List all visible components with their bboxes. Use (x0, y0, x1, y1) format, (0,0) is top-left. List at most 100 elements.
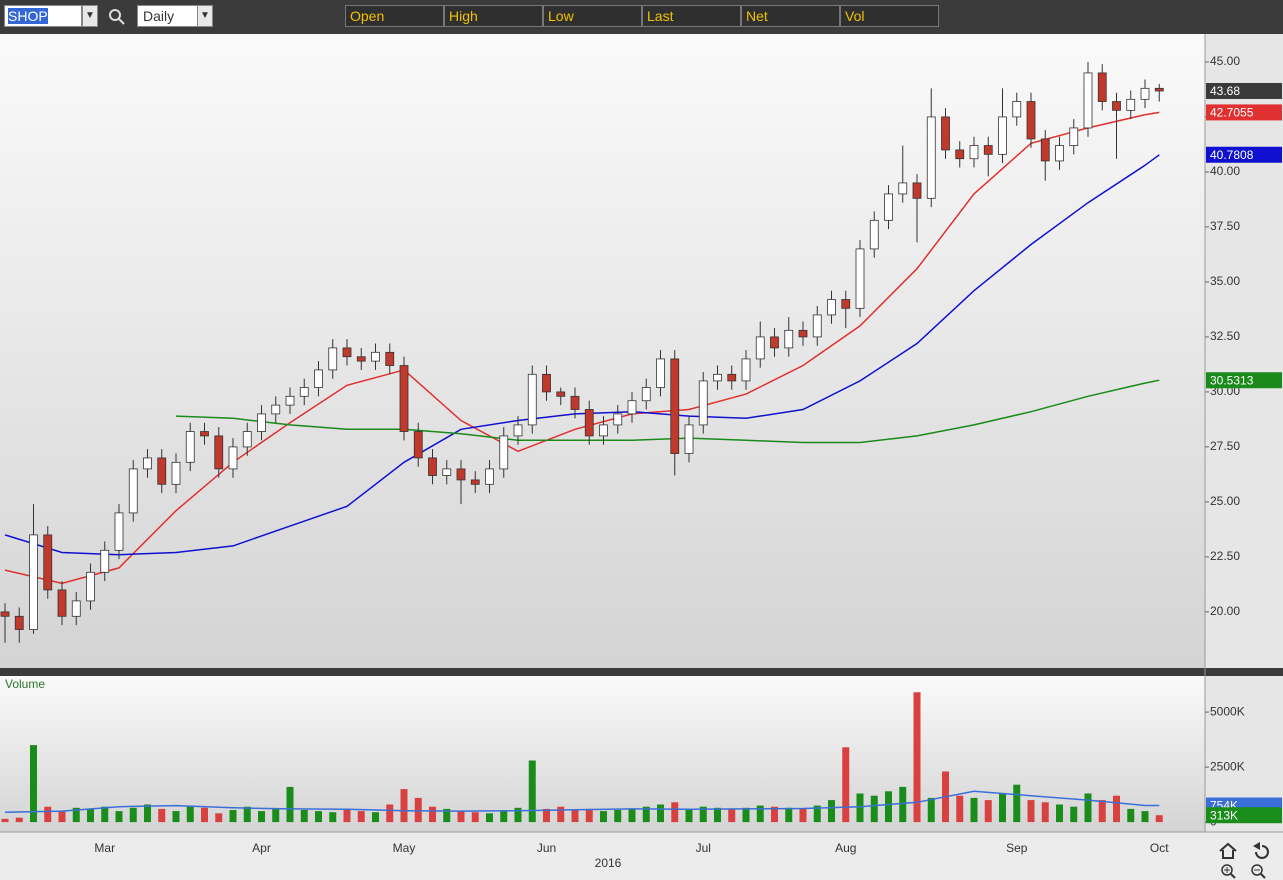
volume-bar (243, 806, 251, 823)
volume-bar (1056, 804, 1063, 823)
volume-bar (15, 817, 23, 823)
candle-body (798, 329, 808, 338)
candle-body (385, 351, 395, 366)
volume-bar (1113, 795, 1120, 823)
zoom-out-icon[interactable] (1251, 864, 1266, 879)
volume-bar (400, 789, 408, 823)
y-tick-label: 35.00 (1210, 274, 1240, 288)
search-icon[interactable] (108, 8, 126, 26)
candle-body (855, 248, 865, 309)
candle-body (1126, 98, 1136, 111)
volume-bar (927, 797, 935, 823)
volume-bar (30, 745, 37, 823)
quote-field: Low (543, 5, 642, 27)
volume-bar (785, 807, 793, 823)
moving-average (4, 154, 1160, 556)
y-tick-label: 2500K (1210, 759, 1245, 773)
candle-body (656, 358, 665, 388)
volume-bar (1041, 802, 1049, 823)
volume-bar (386, 804, 394, 823)
candle-body (342, 347, 352, 358)
candle-body (627, 400, 637, 415)
price-tag (1206, 372, 1282, 389)
candle-body (185, 431, 195, 463)
volume-bar (144, 804, 151, 823)
volume-bar (999, 793, 1006, 823)
x-tick-label: Jul (696, 841, 711, 855)
volume-bar (899, 786, 907, 823)
volume-bar (557, 806, 565, 823)
candle-body (371, 351, 380, 362)
symbol-input[interactable]: SHOP (4, 5, 82, 27)
candle-body (128, 468, 138, 514)
candle-body (1069, 127, 1079, 146)
panel-divider (0, 668, 1283, 676)
candle-body (143, 457, 152, 470)
candle-body (641, 387, 651, 402)
home-icon[interactable] (1219, 842, 1237, 859)
candle-body (584, 409, 594, 437)
symbol-dropdown[interactable]: ▼ (82, 5, 98, 27)
volume-bar (1127, 808, 1135, 823)
toolbar: SHOP ▼ Daily ▼ Open High Low Last Net Vol (0, 0, 1283, 34)
y-tick-label: 32.50 (1210, 329, 1240, 343)
candle-body (527, 373, 537, 426)
price-tag (1206, 146, 1282, 163)
candle-body (1026, 101, 1036, 140)
price-tag (1206, 82, 1282, 99)
price-tag-label: 313K (1210, 808, 1238, 822)
volume-bar (429, 806, 436, 823)
y-tick-label: 37.50 (1210, 219, 1240, 233)
interval-dropdown[interactable]: ▼ (197, 5, 213, 27)
candle-body (0, 611, 10, 617)
volume-bar (870, 795, 878, 823)
candle-body (983, 145, 993, 155)
x-tick-label: Sep (1006, 841, 1028, 855)
candle-body (29, 534, 38, 630)
candle-body (955, 149, 965, 160)
price-tag-label: 30.5313 (1210, 373, 1254, 387)
volume-bar (357, 811, 365, 823)
zoom-in-icon[interactable] (1221, 864, 1236, 879)
candle-body (556, 391, 566, 397)
candle-body (43, 534, 53, 591)
candle-body (428, 457, 437, 476)
volume-bar (443, 808, 451, 823)
volume-bar (172, 811, 180, 823)
candle-body (770, 336, 779, 349)
candle-body (898, 182, 908, 195)
volume-bar (58, 811, 66, 823)
volume-bar (628, 808, 636, 823)
volume-bar (885, 791, 892, 823)
interval: Daily (143, 8, 175, 24)
volume-bar (500, 809, 508, 823)
volume-bar (699, 806, 707, 823)
candle-body (941, 116, 950, 151)
volume-panel (0, 676, 1205, 832)
candle-body (100, 549, 110, 573)
volume-bar (528, 760, 536, 823)
candle-body (228, 446, 238, 470)
volume-bar (414, 797, 422, 823)
y-tick-label: 40.00 (1210, 164, 1240, 178)
year-label: 2016 (595, 856, 622, 870)
volume-bar (642, 806, 650, 823)
volume-bar (186, 806, 194, 823)
candle-body (1140, 87, 1150, 100)
volume-bar (828, 800, 835, 823)
candle-body (200, 431, 209, 437)
volume-bar (44, 806, 52, 823)
volume-bar (771, 806, 778, 823)
quote-field: Last (642, 5, 741, 27)
price-tag (1206, 104, 1282, 121)
x-tick-label: Aug (835, 841, 856, 855)
candle-body (57, 589, 67, 617)
interval-select[interactable]: Daily (137, 5, 199, 27)
candle-body (14, 615, 24, 630)
reset-icon[interactable] (1253, 842, 1269, 859)
candle-body (399, 365, 409, 432)
y-tick-label: 22.50 (1210, 549, 1240, 563)
volume-bar (585, 808, 593, 823)
candle-body (214, 435, 224, 470)
y-tick-label: 20.00 (1210, 604, 1240, 618)
